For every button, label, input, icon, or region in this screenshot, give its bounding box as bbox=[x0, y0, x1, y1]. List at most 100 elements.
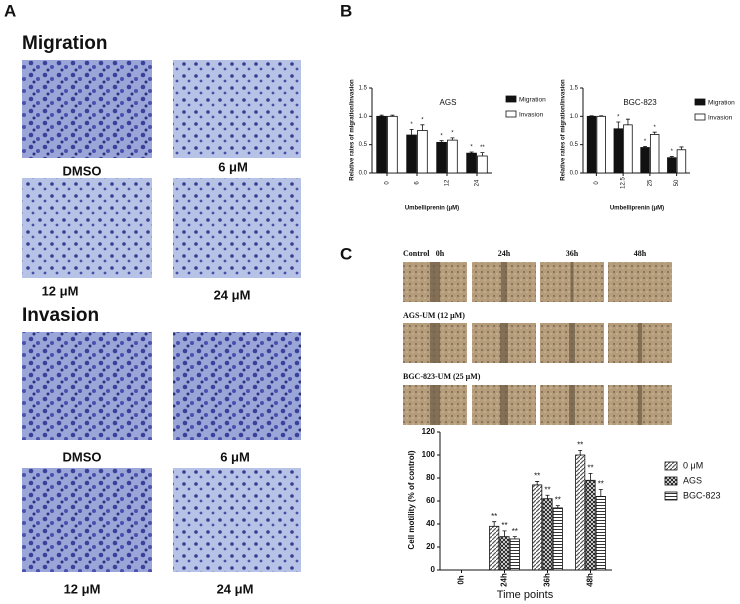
wound-gap bbox=[570, 262, 574, 302]
error-bar bbox=[420, 124, 425, 131]
bar bbox=[499, 536, 510, 571]
significance-mark: ** bbox=[587, 464, 593, 473]
x-tick-label: 24h bbox=[500, 573, 509, 587]
legend-label: Migration bbox=[519, 97, 546, 104]
y-tick-label: 0.0 bbox=[359, 171, 368, 177]
error-bar bbox=[599, 115, 604, 117]
significance-mark: ** bbox=[555, 496, 561, 505]
chart-title: BGC-823 bbox=[623, 98, 657, 107]
error-bar bbox=[588, 473, 593, 481]
panel-label: B bbox=[340, 1, 352, 20]
y-tick-label: 60 bbox=[426, 496, 435, 505]
significance-mark: * bbox=[617, 115, 620, 121]
image-caption: 6 μM bbox=[218, 159, 248, 174]
y-tick-label: 1.0 bbox=[359, 114, 368, 120]
x-tick-label: 12.5 bbox=[621, 177, 627, 189]
error-bar bbox=[439, 140, 444, 143]
legend-swatch bbox=[694, 113, 706, 121]
legend-label: AGS bbox=[683, 475, 702, 485]
x-tick-label: 12 bbox=[445, 179, 451, 186]
significance-mark: ** bbox=[598, 480, 604, 489]
y-tick-label: 1.0 bbox=[570, 114, 579, 120]
panel-label: A bbox=[4, 1, 16, 20]
legend-swatch bbox=[664, 491, 678, 501]
error-bar bbox=[450, 137, 455, 141]
wound-gap bbox=[430, 385, 440, 425]
image-caption: 12 μM bbox=[64, 581, 101, 596]
y-axis-label: Cell motility (% of control) bbox=[407, 450, 416, 549]
legend-swatch bbox=[664, 461, 678, 471]
x-tick-label: 48h bbox=[586, 573, 595, 587]
image-caption: DMSO bbox=[63, 163, 102, 178]
x-tick-label: 36h bbox=[543, 573, 552, 587]
bar bbox=[436, 141, 447, 174]
section-title: Invasion bbox=[22, 305, 99, 326]
micrograph bbox=[22, 178, 152, 278]
y-tick-label: 0.5 bbox=[570, 142, 579, 148]
wound-gap bbox=[638, 385, 642, 425]
y-tick-label: 1.5 bbox=[359, 86, 368, 92]
bar bbox=[532, 484, 543, 571]
y-tick-label: 0.5 bbox=[359, 142, 368, 148]
micrograph bbox=[173, 178, 301, 278]
wound-gap bbox=[430, 323, 440, 363]
panel-label: C bbox=[340, 244, 352, 263]
error-bar bbox=[578, 450, 583, 455]
significance-mark: ** bbox=[534, 472, 540, 481]
error-bar bbox=[492, 521, 497, 527]
bar bbox=[489, 525, 500, 571]
x-tick-label: 25 bbox=[647, 179, 653, 186]
error-bar bbox=[589, 115, 594, 117]
y-axis-label: Relative rates of migration/invasion bbox=[350, 79, 356, 181]
error-bar bbox=[480, 152, 485, 156]
bar bbox=[676, 149, 687, 174]
image-caption: 24 μM bbox=[217, 581, 254, 596]
error-bar bbox=[409, 128, 414, 136]
legend-swatch bbox=[694, 98, 706, 106]
column-label: 48h bbox=[634, 249, 647, 258]
bar bbox=[466, 152, 477, 174]
legend-swatch bbox=[664, 476, 678, 486]
micrograph bbox=[22, 332, 152, 440]
image-caption: 6 μM bbox=[220, 449, 250, 464]
error-bar bbox=[379, 114, 384, 117]
bar bbox=[613, 128, 624, 174]
legend-swatch bbox=[505, 110, 517, 118]
x-tick-label: 0 bbox=[385, 181, 391, 185]
row-label: AGS-UM (12 μM) bbox=[403, 311, 465, 320]
error-bar bbox=[545, 494, 550, 499]
x-tick-label: 6 bbox=[415, 181, 421, 185]
significance-mark: * bbox=[410, 122, 413, 128]
error-bar bbox=[502, 530, 507, 537]
significance-mark: ** bbox=[501, 521, 507, 530]
bar bbox=[586, 115, 597, 174]
bar bbox=[596, 115, 606, 174]
column-label: 0h bbox=[436, 249, 445, 258]
error-bar bbox=[535, 481, 540, 485]
x-axis-label: Time points bbox=[497, 589, 554, 601]
bar bbox=[649, 134, 660, 174]
significance-mark: ** bbox=[512, 527, 518, 536]
x-tick-label: 50 bbox=[674, 179, 680, 186]
bar bbox=[406, 134, 417, 174]
error-bar bbox=[669, 156, 674, 158]
x-axis-label: Umbelliprenin (μM) bbox=[610, 206, 664, 212]
wound-gap bbox=[569, 323, 575, 363]
y-tick-label: 0.0 bbox=[570, 171, 579, 177]
section-title: Migration bbox=[22, 33, 108, 54]
significance-mark: * bbox=[421, 117, 424, 123]
bar bbox=[387, 115, 398, 174]
error-bar bbox=[469, 151, 474, 154]
wound-image bbox=[608, 262, 672, 302]
wound-gap bbox=[430, 262, 440, 302]
significance-mark: * bbox=[654, 125, 657, 131]
row-label: BGC-823-UM (25 μM) bbox=[403, 372, 481, 381]
significance-mark: * bbox=[644, 139, 647, 145]
micrograph bbox=[173, 60, 301, 158]
image-caption: 12 μM bbox=[42, 283, 79, 298]
significance-mark: * bbox=[451, 130, 454, 136]
error-bar bbox=[555, 505, 560, 508]
wound-gap bbox=[500, 323, 508, 363]
column-label: 36h bbox=[566, 249, 579, 258]
significance-mark: ** bbox=[480, 145, 485, 151]
